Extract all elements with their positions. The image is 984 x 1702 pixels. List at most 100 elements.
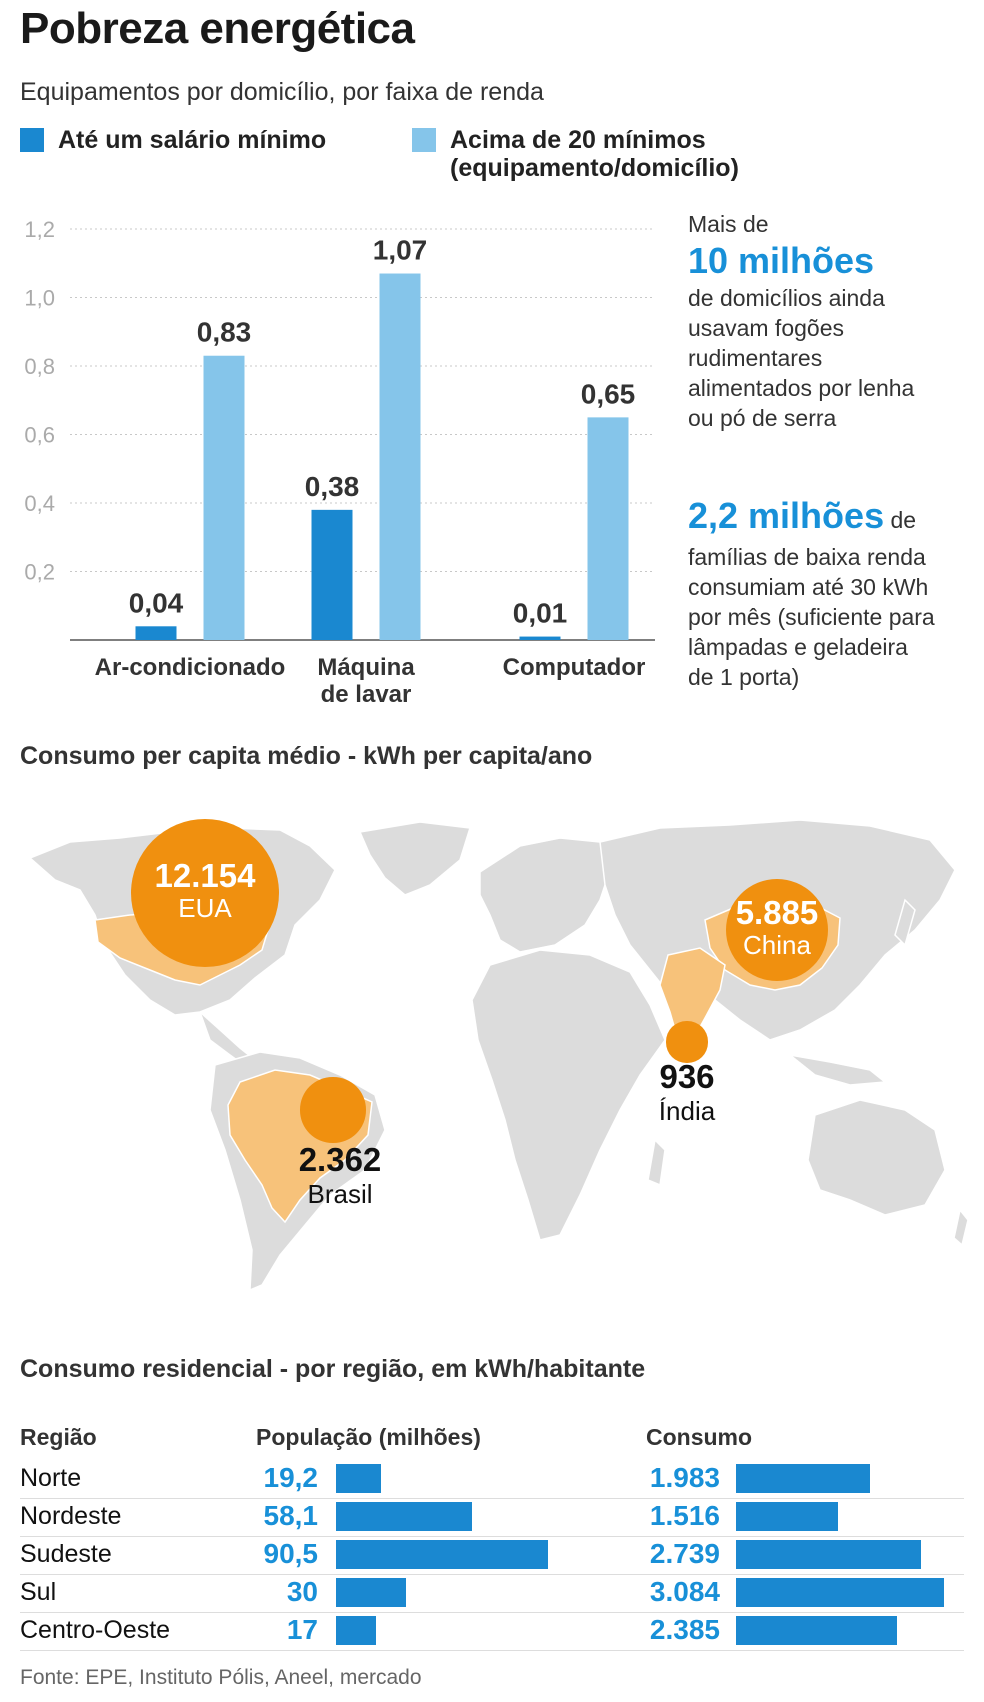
note-low-consumption: 2,2 milhões de famílias de baixa renda c… — [688, 494, 935, 692]
bar-value-label: 0,04 — [129, 587, 184, 618]
bubble-value: 2.362 — [298, 1141, 382, 1178]
consumption-bar — [736, 1616, 897, 1645]
population-bar — [336, 1502, 473, 1531]
bubble-country: Índia — [658, 1096, 716, 1126]
bar — [519, 636, 561, 640]
row-divider — [20, 1536, 964, 1537]
note-stoves-line: alimentados por lenha — [688, 375, 915, 401]
table-cell-populacao: 17 — [286, 1614, 318, 1645]
col-head-populacao: População (milhões) — [256, 1424, 481, 1450]
bar-value-label: 0,65 — [581, 378, 636, 409]
table-cell-populacao: 30 — [286, 1576, 318, 1607]
source-note: Fonte: EPE, Instituto Pólis, Aneel, merc… — [20, 1666, 422, 1689]
bar — [379, 273, 421, 640]
bubble-country: EUA — [178, 893, 232, 923]
map-title: Consumo per capita médio - kWh per capit… — [20, 742, 593, 770]
map-greenland — [358, 821, 471, 896]
table-cell-populacao: 58,1 — [263, 1500, 319, 1531]
x-category-label: Computador — [503, 654, 646, 681]
map-africa — [471, 949, 666, 1241]
page-title: Pobreza energética — [20, 4, 415, 53]
consumption-bar — [736, 1502, 839, 1531]
table-cell-populacao: 19,2 — [263, 1462, 319, 1493]
note-low-consumption-number: 2,2 milhões — [688, 495, 885, 536]
note-stoves-number: 10 milhões — [688, 240, 875, 281]
map-new-zealand — [953, 1208, 969, 1247]
bar-value-label: 1,07 — [373, 235, 428, 266]
y-tick-label: 0,4 — [24, 491, 55, 516]
bar — [203, 355, 245, 640]
map-madagascar — [647, 1138, 666, 1187]
bar — [135, 626, 177, 640]
equipment-bar-chart: 0,2 0,4 0,6 0,8 1,0 1,2 0,04 0,83 Ar-condicionad… — [24, 217, 655, 708]
page-subtitle: Equipamentos por domicílio, por faixa de… — [20, 78, 544, 106]
bubble-label: 12.154 EUA — [115, 857, 295, 924]
consumption-bar — [736, 1578, 944, 1607]
bubble-country: China — [743, 930, 811, 960]
table-cell-regiao: Norte — [20, 1464, 82, 1492]
note-stoves-line: usavam fogões — [688, 315, 844, 341]
legend-swatch-low-income — [20, 128, 44, 152]
bar-value-label: 0,83 — [197, 317, 252, 348]
bar — [587, 417, 629, 640]
note-low-consumption-line: de 1 porta) — [688, 664, 800, 690]
consumption-bar — [736, 1464, 870, 1493]
note-low-consumption-suffix: de — [890, 507, 917, 533]
legend-label-high-income-unit: (equipamento/domicílio) — [450, 154, 739, 182]
bubble-value: 12.154 — [154, 857, 256, 894]
col-head-regiao: Região — [20, 1424, 97, 1450]
table-cell-consumo: 2.385 — [649, 1614, 720, 1645]
population-bar — [336, 1540, 548, 1569]
table-cell-regiao: Sudeste — [20, 1540, 112, 1568]
population-bar — [336, 1464, 381, 1493]
bubble-country: Brasil — [307, 1179, 373, 1209]
y-tick-label: 1,0 — [24, 286, 55, 311]
y-tick-label: 0,8 — [24, 354, 55, 379]
bubble-label: 936 Índia — [597, 1060, 777, 1128]
y-tick-label: 0,6 — [24, 423, 55, 448]
bubble-brasil — [300, 1077, 366, 1143]
note-low-consumption-line: por mês (suficiente para — [688, 604, 935, 630]
bubble-eua — [131, 819, 279, 967]
note-stoves-line: ou pó de serra — [688, 405, 837, 431]
map-europe — [479, 837, 611, 953]
table-title: Consumo residencial - por região, em kWh… — [20, 1355, 646, 1383]
col-head-consumo: Consumo — [646, 1424, 753, 1450]
table-cell-populacao: 90,5 — [263, 1538, 319, 1569]
note-stoves-line: rudimentares — [688, 345, 823, 371]
table-cell-consumo: 1.983 — [649, 1462, 720, 1493]
legend-swatch-high-income — [412, 128, 436, 152]
note-stoves: Mais de 10 milhões de domicílios ainda u… — [688, 209, 914, 433]
table-cell-consumo: 1.516 — [649, 1500, 720, 1531]
legend-label-low-income: Até um salário mínimo — [58, 126, 327, 154]
map-australia — [807, 1099, 946, 1216]
table-cell-regiao: Centro-Oeste — [20, 1616, 171, 1644]
bubble-china — [725, 878, 829, 982]
bubble-value: 936 — [659, 1058, 715, 1095]
note-stoves-line: de domicílios ainda — [688, 285, 885, 311]
consumption-bar — [736, 1540, 921, 1569]
row-divider — [20, 1612, 964, 1613]
note-low-consumption-line: famílias de baixa renda — [688, 544, 926, 570]
map-japan — [894, 898, 916, 947]
table-cell-regiao: Sul — [20, 1578, 57, 1606]
row-divider — [20, 1498, 964, 1499]
table-cell-consumo: 2.739 — [649, 1538, 720, 1569]
bar — [311, 509, 353, 640]
legend-label-high-income: Acima de 20 mínimos — [450, 126, 706, 154]
note-low-consumption-line: lâmpadas e geladeira — [688, 634, 908, 660]
bubble-índia — [666, 1021, 708, 1063]
bar-value-label: 0,01 — [513, 598, 568, 629]
map-indonesia — [789, 1054, 887, 1086]
table-cell-consumo: 3.084 — [649, 1576, 720, 1607]
x-category-label: Ar-condicionado — [95, 654, 286, 681]
x-category-label: de lavar — [321, 681, 412, 708]
bubble-value: 5.885 — [735, 894, 819, 931]
population-bar — [336, 1578, 407, 1607]
note-stoves-prefix: Mais de — [688, 211, 769, 237]
table-cell-regiao: Nordeste — [20, 1502, 122, 1530]
row-divider — [20, 1574, 964, 1575]
y-tick-label: 0,2 — [24, 560, 55, 585]
x-category-label: Máquina — [317, 654, 415, 681]
bubble-label: 5.885 China — [687, 894, 867, 961]
